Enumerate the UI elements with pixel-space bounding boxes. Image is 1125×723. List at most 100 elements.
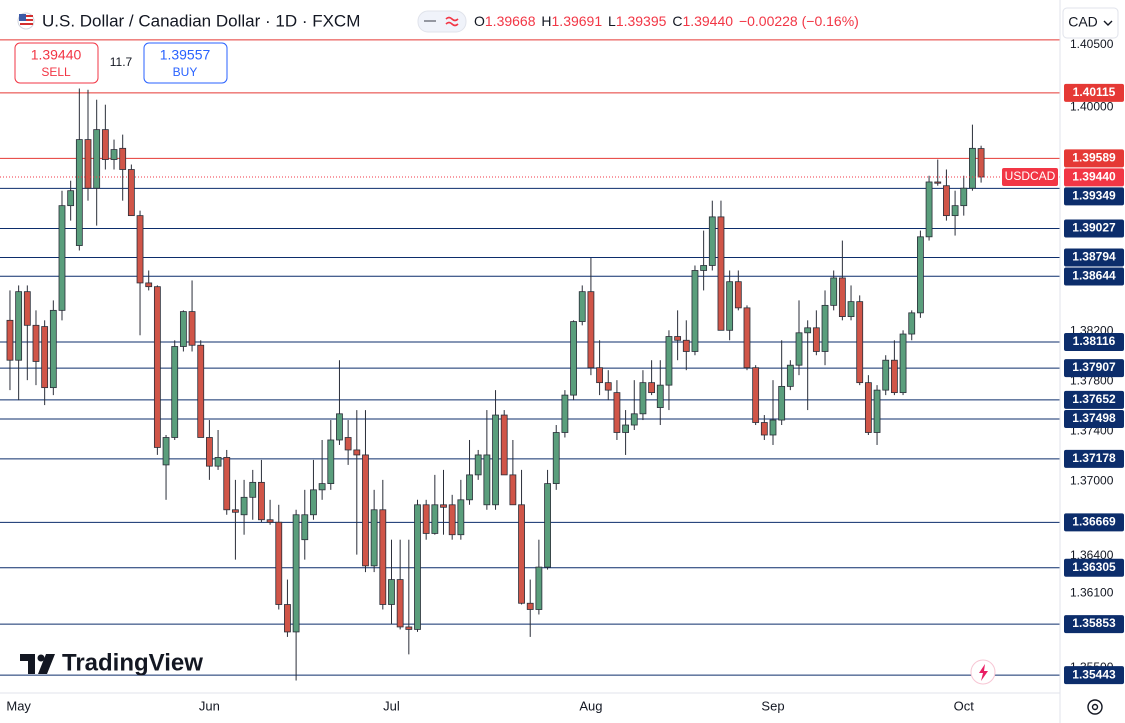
candle-body [969,147,976,189]
candle-body [526,602,534,610]
candle-body [327,439,335,485]
candle-body [422,504,430,534]
candle-body [15,291,23,361]
candle-body [49,309,57,389]
x-tick-label: Jun [199,698,220,713]
candle-body [795,332,803,366]
price-tag-box [1064,333,1124,352]
candle-body [656,384,664,408]
price-tag: 1.37178 [1072,451,1116,465]
candle-body [214,457,222,467]
candle-body [492,414,499,506]
candle-body [544,483,551,568]
brand-name: TradingView [62,649,203,676]
sell-button[interactable]: 1.39440 SELL [14,42,99,84]
candle-body [448,504,456,536]
candle-body [379,509,387,605]
x-tick-label: Aug [579,698,602,713]
candle-body [466,474,473,501]
candle-body [960,187,968,207]
price-tag-box [1064,449,1124,468]
candle-body [535,566,543,610]
candle-body [266,519,274,523]
ohlc-value: 1.39395 [616,13,667,29]
price-tag: 1.35443 [1072,667,1116,681]
candle-body [101,129,109,160]
indicator-pill[interactable] [417,10,467,33]
candle-body [622,424,629,433]
price-tag-box [1064,513,1124,532]
y-tick-label: 1.37000 [1070,473,1114,487]
candle-body [951,205,959,217]
candle-body [700,265,708,271]
candle-body [344,437,352,451]
candle-body [396,579,404,628]
candle-body [162,437,170,466]
candle-body [179,311,187,347]
symbol-tag-box [1002,167,1058,186]
settings-icon[interactable] [1087,699,1103,715]
candle-body [431,504,439,534]
candle-body [682,339,690,352]
price-tag: 1.39349 [1072,189,1116,203]
ohlc-value: 1.39668 [485,13,536,29]
currency-label: CAD [1068,14,1098,30]
candle-body [58,205,66,311]
plot-area [0,39,1060,681]
candle-body [778,385,786,421]
candle-body [890,359,898,394]
y-tick-label: 1.40000 [1070,99,1114,113]
candle-body [188,311,196,346]
candle-body [717,216,725,331]
price-tag-box [1064,666,1124,685]
price-tag-box [1064,187,1124,206]
price-tag-box [1064,248,1124,267]
ohlc-key: H [541,13,551,29]
candle-body [752,367,760,423]
candle-body [171,346,179,438]
candle-body [197,344,205,438]
price-tag-box [1064,615,1124,634]
price-tag: 1.37652 [1072,392,1116,406]
candle-body [925,181,933,238]
buy-label: BUY [173,65,198,79]
ohlc-legend: O1.39668 H1.39691 L1.39395 C1.39440 −0.0… [474,13,859,29]
symbol-tag: USDCAD [1005,169,1056,183]
price-tag-box [1064,410,1124,429]
candle-body [32,324,40,362]
price-tag-box [1064,219,1124,238]
price-tag: 1.39440 [1072,170,1116,184]
chart-title: U.S. Dollar / Canadian Dollar · 1D · FXC… [42,11,360,30]
candle-body [804,327,812,334]
sell-label: SELL [41,65,71,79]
price-tag: 1.39027 [1072,221,1116,235]
price-tag: 1.36669 [1072,515,1116,529]
candle-body [249,481,257,498]
candle-body [856,301,864,384]
candle-body [292,514,300,633]
currency-button[interactable]: CAD [1062,7,1119,39]
ohlc-change: −0.00228 (−0.16%) [739,13,859,29]
price-tag: 1.38794 [1072,250,1116,264]
price-tag: 1.37498 [1072,411,1116,425]
ohlc-value: 1.39440 [682,13,733,29]
candle-body [353,449,361,456]
candle-body [457,499,465,536]
x-tick-label: Oct [954,698,975,713]
candle-body [674,336,682,341]
ohlc-key: C [672,13,682,29]
candle-body [665,336,673,386]
candle-body [258,481,265,521]
alert-icon[interactable] [970,659,996,685]
price-tag: 1.36305 [1072,560,1116,574]
symbol-icon [17,12,35,30]
buy-button[interactable]: 1.39557 BUY [143,42,228,84]
price-tag-box [1064,149,1124,168]
candle-body [630,413,638,426]
candle-body [882,359,890,391]
buy-price: 1.39557 [160,47,211,63]
candle-body [830,277,838,306]
candle-body [578,291,586,322]
